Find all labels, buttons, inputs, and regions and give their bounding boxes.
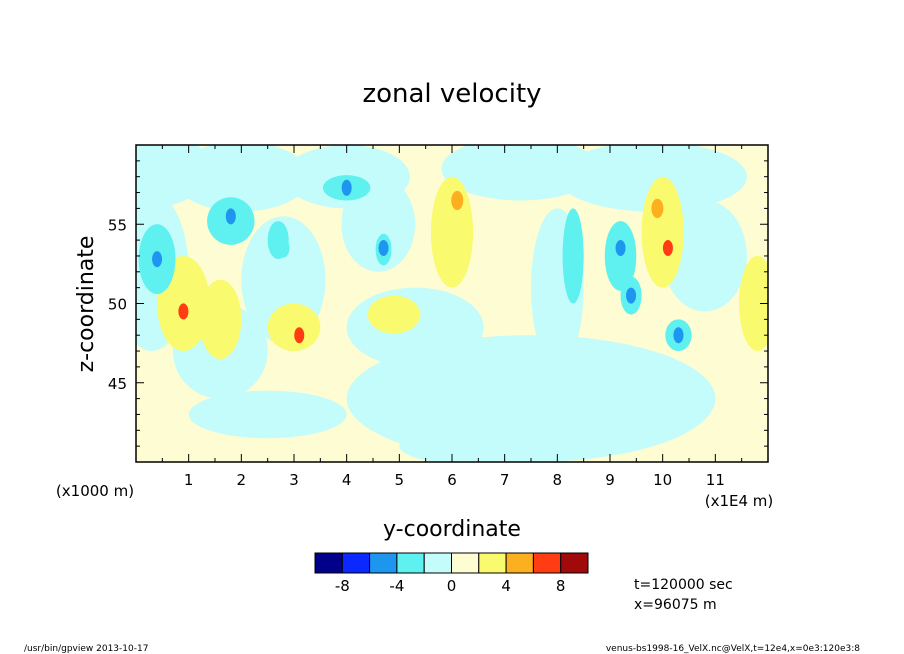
- negative-core: [152, 251, 163, 268]
- negative-core: [626, 287, 637, 304]
- time-annotation: t=120000 sec: [634, 577, 733, 593]
- colorbar-swatch: [478, 552, 507, 574]
- colorbar-swatch: [532, 552, 562, 574]
- contour-region: [267, 303, 321, 352]
- colorbar-swatch: [341, 552, 371, 574]
- positive-core: [651, 198, 664, 218]
- negative-core: [615, 240, 626, 257]
- x-tick-label: 9: [605, 471, 615, 489]
- colorbar-swatch: [369, 552, 398, 574]
- contour-region: [641, 176, 684, 288]
- x-tick-label: 2: [237, 471, 247, 489]
- colorbar-swatch: [314, 552, 343, 574]
- footer-left: /usr/bin/gpview 2013-10-17: [24, 644, 148, 654]
- positive-core: [451, 190, 464, 211]
- contour-region: [346, 287, 484, 367]
- y-tick-label: 50: [108, 296, 127, 314]
- x-tick-label: 5: [395, 471, 405, 489]
- contour-region: [662, 200, 747, 312]
- y-axis: 45 50 55: [108, 144, 768, 463]
- contour-region: [562, 208, 584, 304]
- plot-area: [136, 145, 768, 462]
- colorbar: -8 -4 0 4 8: [314, 552, 589, 595]
- colorbar-label: 4: [501, 577, 511, 595]
- x-tick-label: 6: [447, 471, 457, 489]
- colorbar-label: -4: [389, 577, 404, 595]
- x-tick-label: 7: [500, 471, 510, 489]
- positive-core: [294, 327, 305, 344]
- contour-region: [441, 145, 600, 201]
- x-tick-label: 11: [706, 471, 725, 489]
- y-tick-label: 45: [108, 375, 127, 393]
- negative-core: [341, 179, 352, 196]
- colorbar-swatch: [423, 552, 453, 574]
- colorbar-label: 8: [556, 577, 566, 595]
- contour-region: [367, 295, 421, 334]
- contour-region: [199, 279, 242, 359]
- contour-region: [399, 427, 558, 462]
- negative-core: [277, 238, 290, 258]
- negative-core: [225, 208, 236, 225]
- footer-right: venus-bs1998-16_VelX.nc@VelX,t=12e4,x=0e…: [606, 644, 860, 654]
- x-tick-label: 10: [653, 471, 672, 489]
- x-axis-label: y-coordinate: [383, 517, 521, 542]
- colorbar-swatch: [451, 552, 480, 574]
- x-tick-label: 8: [553, 471, 563, 489]
- colorbar-swatch: [396, 552, 425, 574]
- contour-region: [172, 145, 310, 212]
- contour-region: [430, 176, 474, 288]
- positive-core: [178, 303, 189, 320]
- contour-region: [557, 145, 747, 212]
- x-tick-label: 3: [289, 471, 299, 489]
- y-tick-label: 55: [108, 216, 127, 234]
- x-scale-note: (x1E4 m): [705, 492, 774, 510]
- contour-region: [341, 176, 416, 272]
- colorbar-swatch: [505, 552, 534, 574]
- contour-region: [188, 390, 347, 439]
- y-scale-note: (x1000 m): [56, 482, 134, 500]
- x-tick-label: 4: [342, 471, 352, 489]
- position-annotation: x=96075 m: [634, 597, 717, 613]
- colorbar-label: -8: [335, 577, 350, 595]
- y-axis-label: z-coordinate: [74, 236, 99, 373]
- chart-title: zonal velocity: [362, 79, 541, 109]
- x-axis: 1 2 3 4 5 6 7 8 9 10 11: [135, 145, 769, 489]
- colorbar-label: 0: [447, 577, 457, 595]
- negative-core: [378, 240, 389, 257]
- positive-core: [751, 293, 764, 314]
- colorbar-swatch: [560, 552, 589, 574]
- negative-core: [673, 327, 684, 344]
- x-tick-label: 1: [184, 471, 194, 489]
- positive-core: [662, 240, 673, 257]
